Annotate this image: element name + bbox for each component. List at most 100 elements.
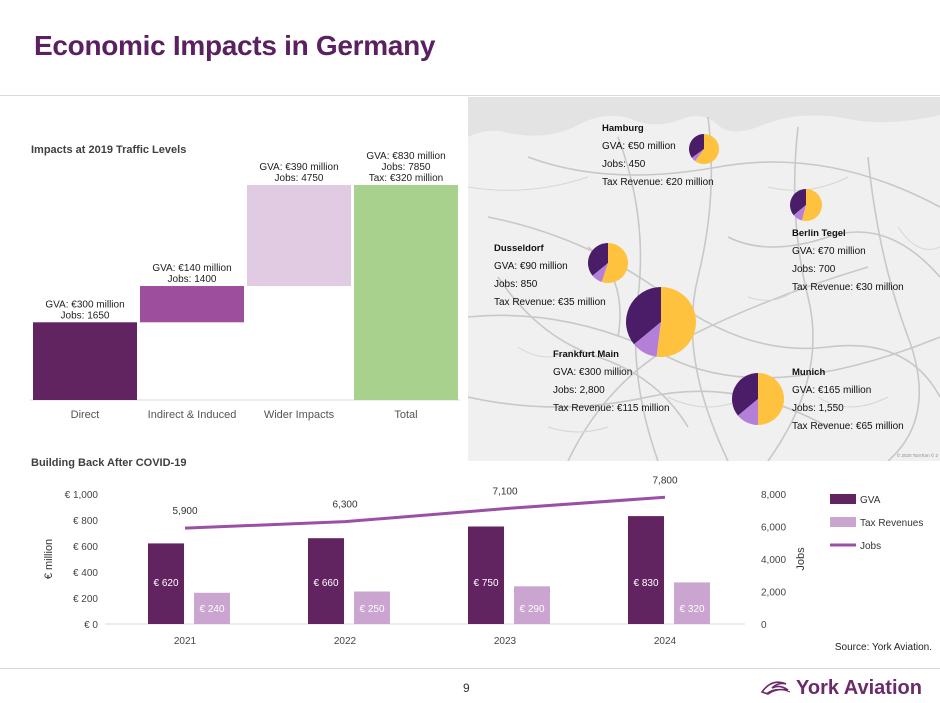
legend-label-gva: GVA [860, 495, 881, 506]
x-tick-label-0: 2021 [174, 636, 197, 647]
waterfall-category-1: Indirect & Induced [148, 409, 237, 421]
logo-text: York Aviation [796, 677, 922, 698]
jobs-label-1: 6,300 [332, 500, 357, 511]
tax-bar-label-1: € 250 [359, 604, 384, 615]
x-tick-label-1: 2022 [334, 636, 357, 647]
jobs-line [184, 495, 666, 530]
tax-bar-2 [514, 586, 550, 624]
y2-tick-label-0: 0 [761, 620, 767, 631]
y2-axis-title: Jobs [795, 547, 807, 571]
gva-bar-label-3: € 830 [633, 578, 658, 589]
pie-slice-2-2 [601, 243, 628, 283]
waterfall-label-2-0: GVA: €390 million [259, 162, 338, 173]
y-tick-label-0: € 0 [84, 620, 98, 631]
waterfall-label-0-0: GVA: €300 million [45, 299, 124, 310]
tax-bar-label-3: € 320 [679, 604, 704, 615]
building-back-title: Building Back After COVID-19 [31, 457, 187, 469]
airport-name-2: Dusseldorf [494, 243, 544, 254]
page-number: 9 [463, 681, 470, 695]
pie-slice-4-2 [758, 373, 784, 425]
pie-slice-2-0 [588, 243, 608, 276]
jobs-label-3: 7,800 [652, 475, 677, 486]
waterfall-category-0: Direct [71, 409, 100, 421]
y-tick-label-5: € 1,000 [65, 490, 99, 501]
y-tick-label-1: € 200 [73, 594, 98, 605]
y-axis-title: € million [43, 539, 55, 579]
map-minor-road-5 [897, 226, 940, 250]
gva-bar-0 [148, 543, 184, 624]
map-road-0 [487, 216, 940, 398]
airport-name-1: Berlin Tegel [792, 228, 846, 239]
map-minor-road-7 [747, 286, 799, 301]
airplane-swirl-icon: York Aviation [760, 677, 922, 699]
y-tick-label-3: € 600 [73, 542, 98, 553]
york-aviation-logo: York Aviation [758, 674, 938, 699]
waterfall-label-2-1: Jobs: 4750 [275, 173, 324, 184]
airport-name-3: Frankfurt Main [553, 349, 619, 360]
source-note: Source: York Aviation. [834, 642, 932, 653]
airport-detail-3-1: Jobs: 2,800 [553, 385, 605, 396]
jobs-label-0: 5,900 [172, 506, 197, 517]
airport-name-4: Munich [792, 367, 825, 378]
gva-bar-label-2: € 750 [473, 578, 498, 589]
legend-swatch-gva [830, 494, 856, 504]
airport-detail-4-0: GVA: €165 million [792, 385, 871, 396]
pie-slice-3-1 [634, 322, 661, 357]
waterfall-label-3-2: Tax: €320 million [369, 173, 443, 184]
gva-bar-label-1: € 660 [313, 578, 338, 589]
waterfall-label-0-1: Jobs: 1650 [61, 310, 110, 321]
map-road-8 [867, 156, 920, 461]
header-divider [0, 95, 940, 96]
pie-slice-4-1 [737, 399, 758, 425]
airport-detail-3-2: Tax Revenue: €115 million [553, 403, 670, 414]
pie-slice-0-0 [689, 134, 704, 158]
x-tick-label-3: 2024 [654, 636, 677, 647]
map-minor-road-4 [547, 426, 609, 433]
pie-slice-3-0 [626, 287, 661, 345]
y2-tick-label-4: 8,000 [761, 490, 786, 501]
gva-bar-3 [628, 516, 664, 624]
legend-label-tax: Tax Revenues [860, 518, 923, 529]
gva-bar-2 [468, 526, 504, 624]
airport-detail-2-2: Tax Revenue: €35 million [494, 297, 606, 308]
waterfall-category-2: Wider Impacts [264, 409, 335, 421]
waterfall-label-1-0: GVA: €140 million [152, 263, 231, 274]
tax-bar-0 [194, 592, 230, 624]
map-minor-road-6 [517, 346, 579, 358]
jobs-label-2: 7,100 [492, 487, 517, 498]
map-sea [468, 97, 940, 137]
waterfall-category-3: Total [394, 409, 417, 421]
x-tick-label-2: 2023 [494, 636, 517, 647]
pie-slice-1-2 [802, 189, 822, 221]
waterfall-label-1-1: Jobs: 1400 [168, 274, 217, 285]
germany-airports-map: Hamburg GVA: €50 million Jobs: 450 Tax Reve… [468, 97, 940, 461]
airport-detail-4-2: Tax Revenue: €65 million [792, 421, 904, 432]
y2-tick-label-3: 6,000 [761, 523, 786, 534]
waterfall-label-3-0: GVA: €830 million [366, 151, 445, 162]
airport-detail-1-0: GVA: €70 million [792, 246, 866, 257]
map-road-5 [527, 156, 940, 208]
building-back-chart: € 0 € 200 € 400 € 600 € 800 € 1,000 0 2,000 4,00… [43, 475, 923, 647]
airport-detail-0-0: GVA: €50 million [602, 141, 676, 152]
map-road-4 [468, 314, 940, 379]
waterfall-bar-0 [33, 322, 137, 400]
impacts-title: Impacts at 2019 Traffic Levels [31, 144, 187, 156]
pie-slice-3-2 [656, 287, 696, 357]
gva-bar-label-0: € 620 [153, 578, 178, 589]
airport-detail-1-1: Jobs: 700 [792, 264, 836, 275]
waterfall-bar-3 [354, 185, 458, 400]
waterfall-bar-1 [140, 286, 244, 323]
tax-bar-label-2: € 290 [519, 604, 544, 615]
waterfall-label-3-1: Jobs: 7850 [382, 162, 431, 173]
tax-bar-3 [674, 582, 710, 624]
tax-bar-1 [354, 591, 390, 624]
pie-slice-1-0 [790, 189, 806, 216]
airport-detail-2-0: GVA: €90 million [494, 261, 568, 272]
tax-bar-label-0: € 240 [199, 604, 224, 615]
airport-detail-0-2: Tax Revenue: €20 million [602, 177, 714, 188]
airport-detail-3-0: GVA: €300 million [553, 367, 632, 378]
pie-slice-0-1 [691, 149, 704, 162]
airport-name-0: Hamburg [602, 123, 644, 134]
map-road-9 [497, 276, 689, 428]
